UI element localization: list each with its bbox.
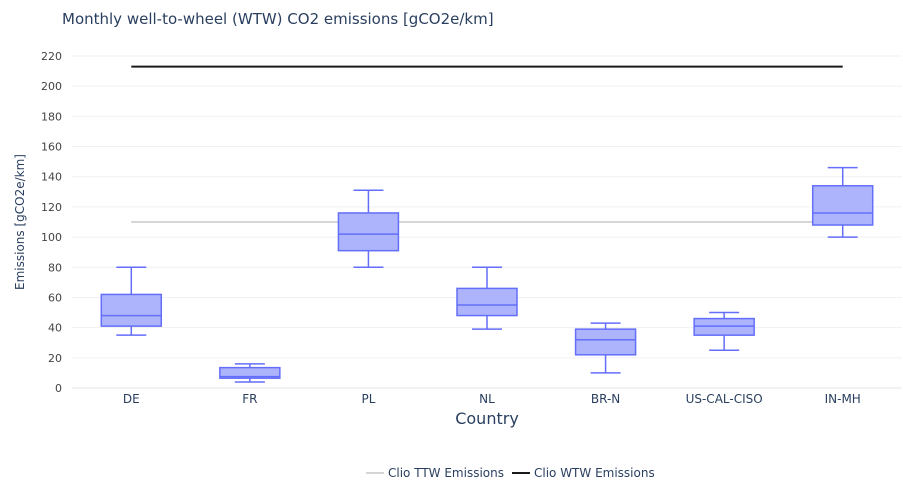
x-tick-label: IN-MH — [825, 392, 861, 406]
x-tick-label: PL — [361, 392, 375, 406]
y-tick-label: 100 — [41, 231, 62, 244]
legend-label: Clio TTW Emissions — [388, 466, 504, 480]
legend-label: Clio WTW Emissions — [534, 466, 655, 480]
box-iqr — [337, 212, 400, 252]
y-tick-label: 220 — [41, 50, 62, 63]
box-iqr — [219, 366, 281, 379]
box-in-mh — [811, 166, 874, 238]
y-tick-label: 40 — [48, 322, 62, 335]
box-iqr — [574, 328, 637, 356]
boxes — [100, 166, 874, 383]
y-tick-label: 120 — [41, 201, 62, 214]
x-tick-label: NL — [479, 392, 495, 406]
y-tick-label: 20 — [48, 352, 62, 365]
legend-item-clio-wtw-emissions: Clio WTW Emissions — [511, 466, 655, 480]
box-iqr — [693, 317, 755, 336]
x-axis-ticks: DE FR PL NL BR-N US-CAL-CISO IN-MH — [123, 392, 861, 406]
box-iqr — [100, 293, 163, 327]
box-br-n — [574, 322, 637, 374]
x-axis-title: Country — [455, 409, 519, 428]
box-de — [100, 266, 163, 336]
box-fr — [219, 363, 281, 383]
y-tick-label: 0 — [55, 382, 62, 395]
y-tick-label: 160 — [41, 141, 62, 154]
x-tick-label: FR — [242, 392, 257, 406]
y-axis-title: Emissions [gCO2e/km] — [13, 154, 27, 290]
y-tick-label: 140 — [41, 171, 62, 184]
x-tick-label: US-CAL-CISO — [686, 392, 763, 406]
x-tick-label: DE — [123, 392, 140, 406]
legend-item-clio-ttw-emissions: Clio TTW Emissions — [366, 466, 504, 480]
y-tick-label: 200 — [41, 80, 62, 93]
x-tick-label: BR-N — [591, 392, 620, 406]
box-us-cal-ciso — [693, 311, 755, 352]
y-tick-label: 80 — [48, 261, 62, 274]
y-axis-ticks: 0 20 40 60 80 100 120 140 160 180 200 220 — [41, 50, 62, 395]
legend: Clio TTW Emissions Clio WTW Emissions — [366, 466, 655, 480]
box-nl — [456, 266, 518, 330]
box-pl — [337, 189, 400, 269]
chart-title: Monthly well-to-wheel (WTW) CO2 emission… — [62, 10, 494, 28]
y-tick-label: 60 — [48, 291, 62, 304]
reference-lines — [131, 65, 843, 223]
box-iqr — [456, 287, 518, 317]
y-tick-label: 180 — [41, 110, 62, 123]
box-iqr — [811, 185, 874, 226]
